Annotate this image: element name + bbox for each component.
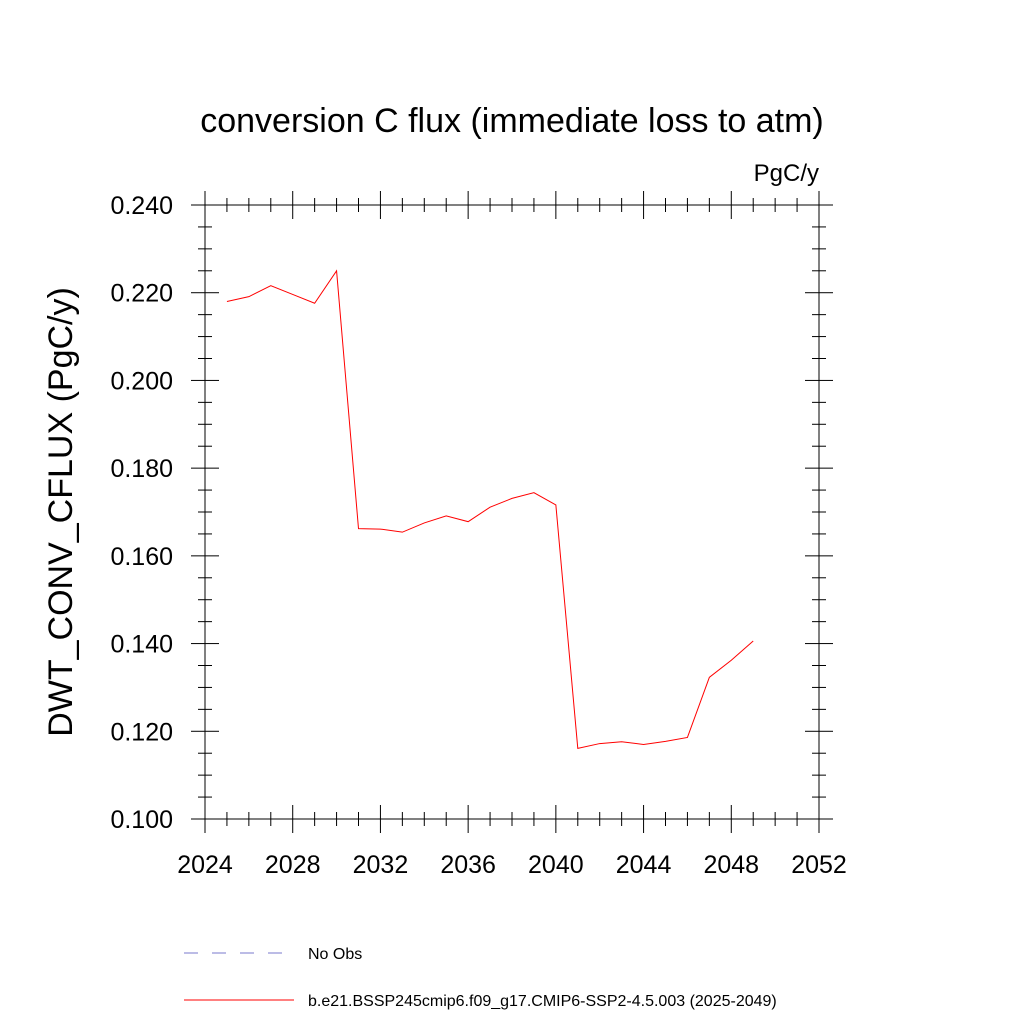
y-tick-label: 0.180 [110,455,173,483]
x-tick-label: 2028 [265,851,321,879]
y-tick-label: 0.220 [110,280,173,308]
x-tick-label: 2048 [703,851,759,879]
series-layer [226,269,754,750]
legend: No Obs b.e21.BSSP245cmip6.f09_g17.CMIP6-S… [184,946,777,1010]
legend-label: No Obs [308,946,362,963]
chart-title: conversion C flux (immediate loss to atm… [200,102,824,140]
y-axis-label: DWT_CONV_CFLUX (PgC/y) [42,287,80,737]
y-tick-label: 0.200 [110,367,173,395]
legend-label: b.e21.BSSP245cmip6.f09_g17.CMIP6-SSP2-4.… [308,993,777,1010]
x-tick-label: 2024 [177,851,233,879]
axis-ticks: 2024 2028 2032 2036 2040 2044 2048 2052 0.100 0.1… [110,191,847,879]
x-tick-label: 2044 [616,851,672,879]
y-tick-label: 0.120 [110,718,173,746]
x-tick-label: 2040 [528,851,584,879]
x-tick-label: 2036 [440,851,496,879]
y-tick-label: 0.160 [110,543,173,571]
plot-frame [204,204,820,820]
units-label: PgC/y [754,160,819,187]
x-tick-label: 2032 [353,851,409,879]
y-tick-label: 0.140 [110,631,173,659]
series-line [226,269,754,750]
y-tick-label: 0.240 [110,192,173,220]
x-tick-label: 2052 [791,851,847,879]
y-tick-label: 0.100 [110,806,173,834]
